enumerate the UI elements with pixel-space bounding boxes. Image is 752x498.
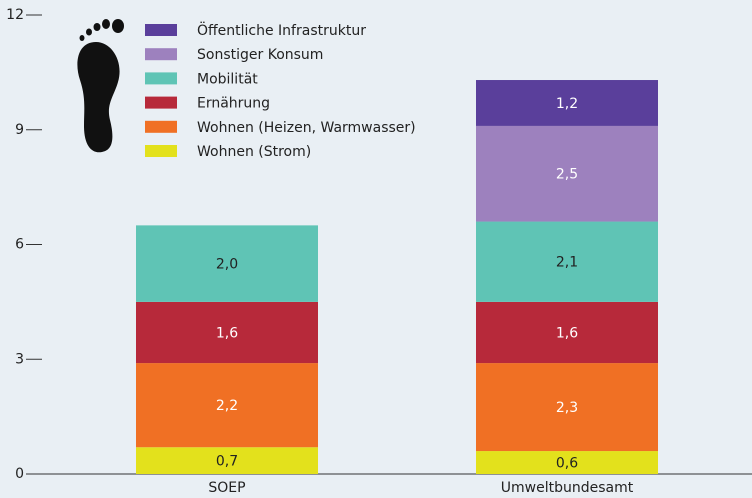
bar-segment [136,363,318,448]
legend-label: Mobilität [197,71,258,87]
value-label: 2,2 [216,398,238,414]
value-label: 1,6 [216,325,238,341]
value-label: 2,5 [556,167,578,183]
bar-segment [476,125,658,222]
bar-segment [136,447,318,474]
value-label: 1,6 [556,325,578,341]
bar-segment [476,80,658,126]
value-label: 0,6 [556,456,578,472]
bar-segment [476,451,658,474]
bar-segment [136,225,318,302]
y-tick-label: 12 [6,7,24,23]
legend-swatch [145,48,177,61]
y-tick-label: 6 [15,237,24,253]
footprint-icon [77,19,124,153]
x-tick-label: Umweltbundesamt [501,480,634,496]
legend-swatch [145,72,177,85]
y-tick-label: 9 [15,122,24,138]
legend-label: Ernährung [197,96,270,112]
legend-label: Öffentliche Infrastruktur [197,21,366,39]
value-label: 2,0 [216,257,238,273]
value-label: 2,1 [556,255,578,271]
legend-swatch [145,96,177,109]
legend-label: Wohnen (Heizen, Warmwasser) [197,120,416,136]
bar-segment [476,301,658,364]
bar-segment [476,221,658,302]
value-label: 0,7 [216,454,238,470]
bar-segment [136,301,318,364]
legend-label: Wohnen (Strom) [197,144,311,160]
value-label: 1,2 [556,96,578,112]
y-tick-label: 0 [15,466,24,482]
legend-swatch [145,120,177,133]
bar-segment [476,363,658,452]
legend-swatch [145,24,177,36]
y-tick-label: 3 [15,351,24,367]
x-tick-label: SOEP [208,480,245,496]
value-label: 2,3 [556,400,578,416]
legend-label: Sonstiger Konsum [197,47,323,63]
legend-swatch [145,145,177,157]
